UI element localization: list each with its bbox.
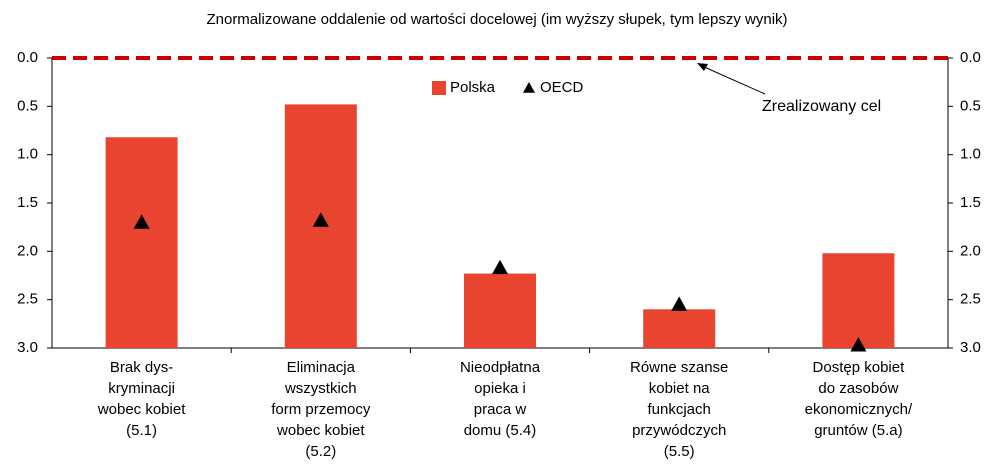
y-tick-label: 2.0 (17, 242, 38, 259)
y2-tick-label: 2.0 (960, 242, 981, 259)
bar (464, 273, 536, 348)
y-tick-label: 0.5 (17, 97, 38, 114)
x-tick-label: form przemocy (271, 401, 371, 418)
legend-marker (432, 81, 446, 95)
y-tick-label: 0.0 (17, 49, 38, 66)
y-tick-label: 1.5 (17, 194, 38, 211)
oecd-marker (133, 214, 150, 229)
bar (822, 253, 895, 348)
x-tick-label: gruntów (5.a) (814, 422, 902, 439)
arrow-head (697, 63, 708, 71)
annotation-arrow (701, 65, 766, 95)
legend-marker (523, 82, 535, 93)
y2-tick-label: 0.0 (960, 49, 981, 66)
chart-title: Znormalizowane oddalenie od wartości doc… (206, 11, 787, 28)
x-tick-label: Dostęp kobiet (813, 359, 906, 376)
x-tick-label: Równe szanse (630, 359, 728, 376)
x-tick-label: (5.2) (305, 443, 336, 460)
y2-tick-label: 1.5 (960, 194, 981, 211)
y2-tick-label: 0.5 (960, 97, 981, 114)
x-tick-label: Brak dys- (110, 359, 173, 376)
y2-tick-label: 3.0 (960, 339, 981, 356)
oecd-marker (492, 259, 508, 275)
y2-tick-label: 2.5 (960, 291, 981, 308)
x-tick-label: opieka i (474, 380, 526, 397)
x-tick-label: (5.1) (126, 422, 157, 439)
x-tick-label: do zasobów (818, 380, 898, 397)
oecd-marker (312, 212, 329, 227)
x-tick-label: praca w (474, 401, 527, 418)
oecd-marker (671, 296, 688, 311)
x-tick-label: wobec kobiet (276, 422, 365, 439)
x-tick-label: kryminacji (108, 380, 175, 397)
x-tick-label: wszystkich (284, 380, 357, 397)
bar (643, 309, 716, 348)
x-tick-label: Eliminacja (287, 359, 356, 376)
x-tick-label: Nieodpłatna (460, 359, 541, 376)
legend-label: OECD (540, 79, 584, 96)
y-tick-label: 1.0 (17, 146, 38, 163)
y-tick-label: 3.0 (17, 339, 38, 356)
x-tick-label: wobec kobiet (97, 401, 186, 418)
bar (105, 137, 178, 348)
x-tick-label: przywódczych (632, 422, 726, 439)
x-tick-label: ekonomicznych/ (805, 401, 913, 418)
y-tick-label: 2.5 (17, 291, 38, 308)
annotation: Zrealizowany cel (762, 98, 881, 115)
x-tick-label: (5.5) (664, 443, 695, 460)
y2-tick-label: 1.0 (960, 146, 981, 163)
x-tick-label: domu (5.4) (464, 422, 537, 439)
legend-label: Polska (450, 79, 496, 96)
x-tick-label: kobiet na (649, 380, 711, 397)
oecd-marker (850, 337, 867, 352)
x-tick-label: funkcjach (648, 401, 711, 418)
